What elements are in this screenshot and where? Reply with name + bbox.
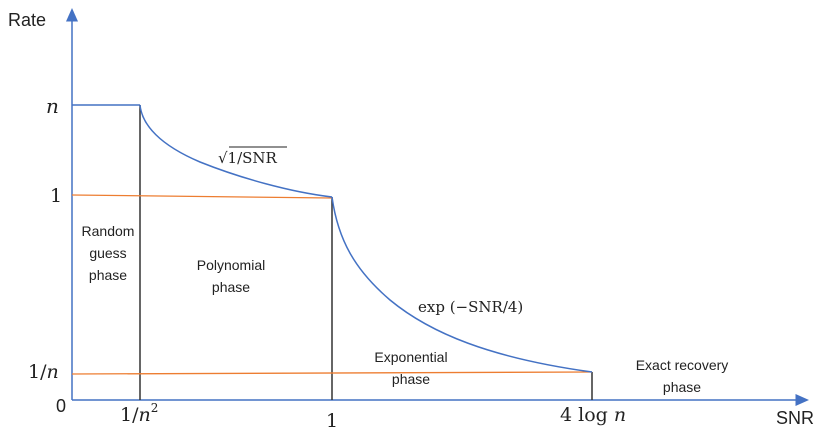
x-tick-4logn: 4 log n — [560, 404, 626, 426]
phase-exact-line1: Exact recovery — [636, 357, 729, 373]
orange-line-one — [71, 194, 333, 199]
phase-polynomial-line1: Polynomial — [197, 257, 265, 273]
origin-label: 0 — [56, 396, 66, 416]
phase-polynomial-line2: phase — [212, 279, 250, 295]
y-tick-one-over-n: 1/n — [28, 361, 59, 383]
phase-random-line3: phase — [89, 267, 127, 283]
y-tick-one: 1 — [50, 185, 62, 207]
phase-exponential-line1: Exponential — [374, 349, 447, 365]
orange-line-one-over-n — [71, 371, 593, 375]
sqrt-curve-label: √1/SNR — [218, 149, 278, 167]
phase-exact-line2: phase — [663, 379, 701, 395]
x-tick-inv-n2: 1/n2 — [120, 401, 158, 426]
phase-random-line2: guess — [89, 245, 126, 261]
exp-curve — [331, 196, 593, 373]
sqrt-curve — [139, 104, 333, 198]
y-tick-n: n — [46, 94, 59, 118]
phase-random-line1: Random — [82, 223, 135, 239]
x-tick-one: 1 — [326, 410, 338, 431]
phase-exponential-line2: phase — [392, 371, 430, 387]
y-axis-label: Rate — [8, 10, 46, 30]
x-axis-label: SNR — [776, 408, 814, 428]
exp-curve-label: exp (−SNR/4) — [418, 298, 523, 316]
